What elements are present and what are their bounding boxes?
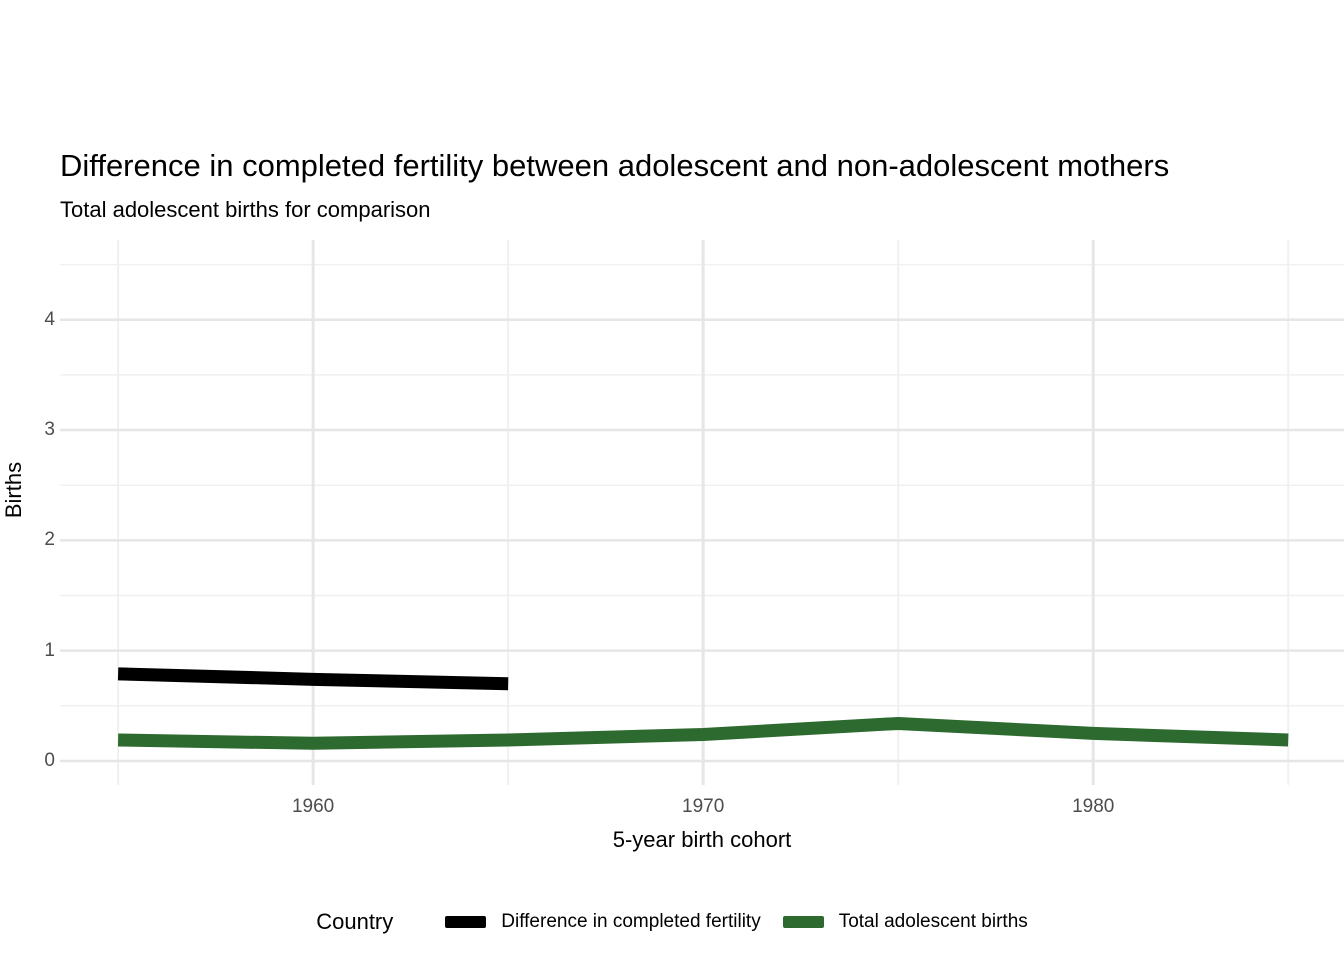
x-tick-label: 1960 [291,796,335,817]
y-tick-label: 3 [44,419,55,441]
x-tick-label: 1970 [682,796,725,817]
series-line-0 [117,667,509,691]
y-tick-label: 1 [44,639,55,661]
legend-item-label: Difference in completed fertility [501,911,761,932]
legend-key-difference-line [445,916,487,928]
x-axis-label: 5-year birth cohort [612,827,792,852]
legend-key-total-line [782,916,824,928]
chart-subtitle: Total adolescent births for comparison [60,197,431,222]
series-line-1 [118,716,1289,750]
chart-title: Difference in completed fertility betwee… [60,148,1170,183]
x-tick-label: 1980 [1072,796,1115,817]
y-tick-label: 4 [44,308,55,330]
legend-item-label: Total adolescent births [838,911,1028,932]
legend-item-total: Total adolescent births [782,911,1028,933]
legend-title: Country [316,909,394,934]
legend: Country Difference in completed fertilit… [0,902,1344,942]
legend-item-difference: Difference in completed fertility [445,911,761,933]
y-tick-label: 2 [44,529,55,551]
plot-panel [60,240,1344,785]
y-axis-label: Births [1,461,26,519]
y-tick-label: 0 [44,749,55,771]
